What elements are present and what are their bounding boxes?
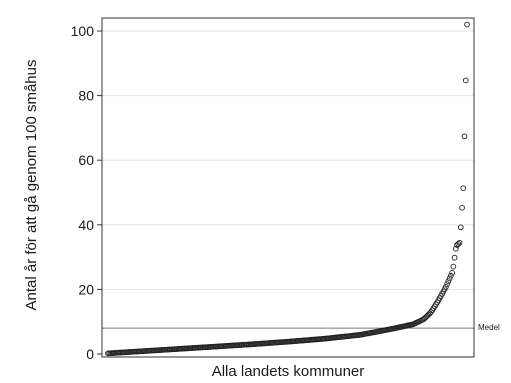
data-point: [448, 272, 454, 279]
data-point: [451, 254, 458, 261]
data-point: [461, 133, 468, 140]
data-point: [452, 245, 459, 252]
y-tick-label: 0: [86, 346, 94, 362]
plot-frame: [101, 17, 475, 358]
data-point: [446, 275, 453, 282]
data-point: [457, 224, 464, 231]
reference-line-label: Medel: [478, 323, 500, 332]
data-point: [459, 204, 465, 211]
y-tick-label: 40: [78, 217, 94, 233]
data-point: [456, 239, 463, 246]
y-tick-label: 100: [71, 23, 95, 39]
data-point: [455, 241, 462, 247]
data-point: [445, 278, 452, 285]
data-point: [449, 270, 455, 276]
y-axis-label: Antal år för att gå genom 100 småhus: [23, 60, 40, 311]
data-point: [443, 283, 449, 290]
y-tick-label: 20: [78, 281, 94, 297]
y-axis-ticks: 0 20 40 60 80 100: [71, 23, 102, 362]
data-point: [444, 281, 450, 287]
data-point: [460, 185, 467, 192]
data-point: [450, 263, 457, 270]
data-points: [105, 21, 470, 357]
data-point: [464, 21, 470, 28]
y-tick-label: 80: [78, 88, 94, 104]
data-point: [462, 77, 469, 84]
y-tick-label: 60: [78, 152, 94, 168]
x-axis-label: Alla landets kommuner: [212, 363, 365, 380]
grid-lines: [102, 30, 474, 290]
